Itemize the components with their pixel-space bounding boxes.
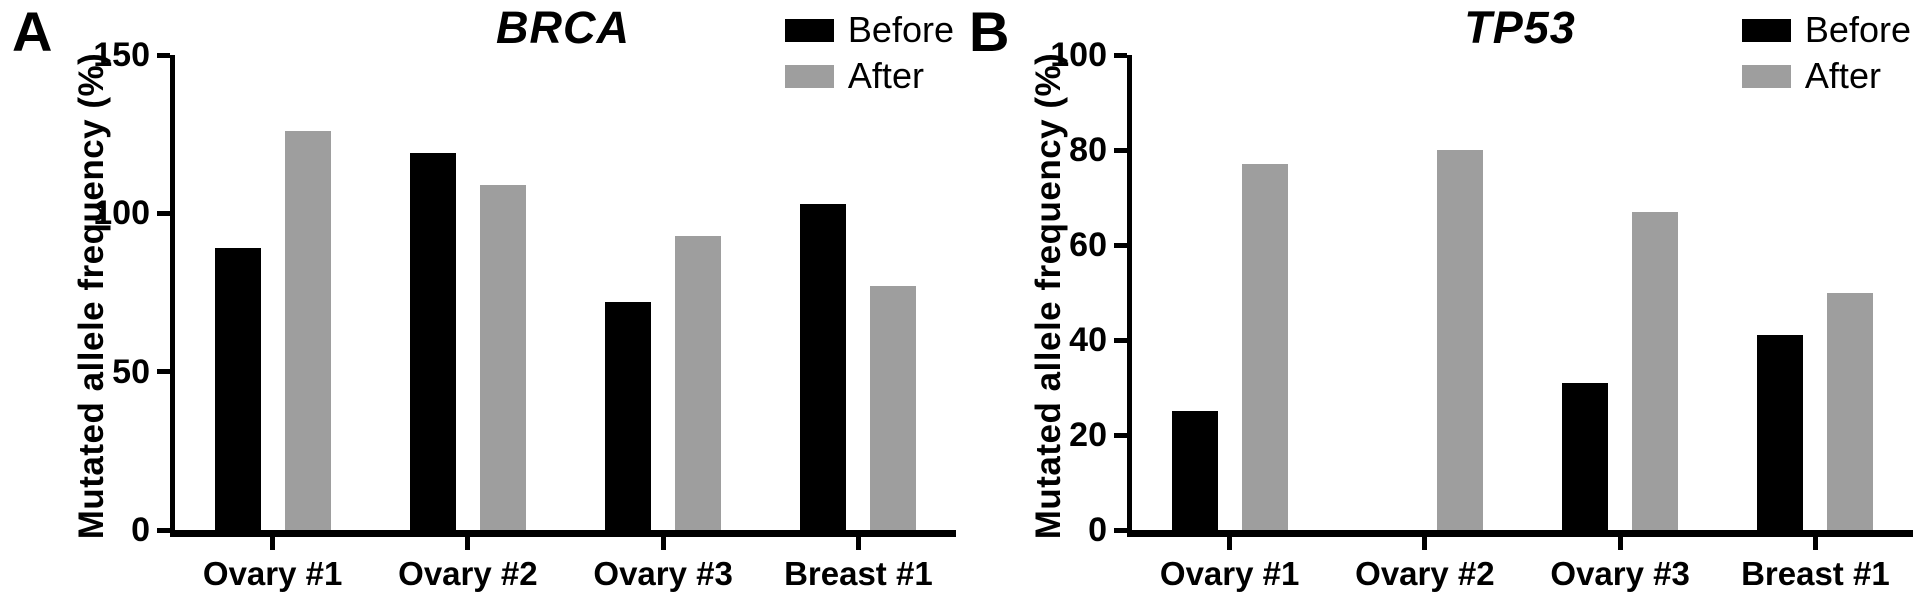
panel-a: A Mutated allele frequency (%) BRCA Befo… [0,0,956,614]
x-axis-category-label-ovary-3: Ovary #3 [593,555,733,592]
chart-title-tp53: TP53 [1464,2,1576,53]
chart-title-brca: BRCA [496,2,630,53]
bar-before-ovary-2 [409,153,456,530]
legend-swatch-before [784,18,834,42]
legend: Before After [1741,9,1911,96]
x-axis-category-label-ovary-1: Ovary #1 [202,555,343,592]
x-axis-category-label-breast-1: Breast #1 [1741,555,1890,592]
legend-label-after: After [847,55,924,96]
panel-b: B Mutated allele frequency (%) TP53 Befo… [957,0,1913,614]
x-axis-category-label-breast-1: Breast #1 [784,555,933,592]
x-axis-tick [270,530,276,550]
y-axis-tick-label: 40 [1069,321,1107,359]
y-axis-tick [1114,527,1127,533]
y-axis-tick-label: 150 [93,36,150,74]
y-axis-tick [157,52,170,58]
bar-after-ovary-3 [675,235,722,530]
x-axis-category-label-ovary-3: Ovary #3 [1550,555,1690,592]
bar-after-ovary-3 [1632,211,1679,530]
x-axis-tick [660,530,666,550]
bar-before-breast-1 [1757,335,1804,530]
legend-item-before: Before [1741,9,1911,50]
legend-label-after: After [1804,55,1881,96]
legend-item-before: Before [784,9,954,50]
y-axis-tick [1114,242,1127,248]
legend: Before After [784,9,954,96]
x-axis-tick [1812,530,1818,550]
y-axis-tick-label: 20 [1069,416,1107,454]
legend-swatch-after [1741,64,1791,88]
legend-swatch-after [784,64,834,88]
y-axis-tick-label: 100 [93,194,150,233]
x-axis-tick [1227,530,1233,550]
panel-letter-a: A [12,0,53,63]
y-axis-tick [157,527,170,533]
legend-swatch-before [1741,18,1791,42]
bar-after-breast-1 [1827,292,1874,530]
y-axis-tick-label: 80 [1069,131,1107,169]
y-axis-label: Mutated allele frequency (%) [72,52,111,540]
bar-before-breast-1 [800,203,847,530]
y-axis-tick-label: 0 [131,511,150,549]
y-axis-tick [1114,432,1127,438]
legend-label-before: Before [1804,9,1911,50]
x-axis-category-label-ovary-1: Ovary #1 [1159,555,1300,592]
y-axis-tick [1114,52,1127,58]
bar-after-ovary-1 [1241,164,1288,530]
plot-area-tp53: 0 20 40 60 80 100 Ovary #1 Ovary #2 Ovary #3 Brea… [1050,36,1913,592]
plot-area-brca: 0 50 100 150 Ovary #1 Ovary #2 Ovary #3 Breast … [93,36,956,592]
bar-before-ovary-3 [1562,382,1609,530]
x-axis-tick [855,530,861,550]
x-axis-tick [1617,530,1623,550]
bar-before-ovary-1 [214,248,261,530]
bar-after-breast-1 [870,286,917,530]
bar-before-ovary-3 [605,302,652,530]
legend-item-after: After [1741,55,1911,96]
y-axis-tick [1114,147,1127,153]
bar-after-ovary-1 [284,131,331,530]
y-axis-tick-label: 50 [112,352,150,391]
x-axis-category-label-ovary-2: Ovary #2 [1355,555,1495,592]
y-axis-tick-label: 0 [1088,511,1107,549]
panel-letter-b: B [969,0,1010,63]
y-axis-tick [157,369,170,375]
x-axis-tick [1422,530,1428,550]
x-axis-tick [465,530,471,550]
y-axis-tick [157,210,170,216]
legend-label-before: Before [847,9,954,50]
y-axis-tick [1114,337,1127,343]
y-axis-tick-label: 100 [1050,36,1107,74]
y-axis-label: Mutated allele frequency (%) [1029,52,1068,540]
legend-item-after: After [784,55,954,96]
y-axis-tick-label: 60 [1069,226,1107,264]
bar-after-ovary-2 [1436,150,1483,530]
bar-before-ovary-1 [1171,411,1218,530]
bar-after-ovary-2 [479,184,526,530]
x-axis-category-label-ovary-2: Ovary #2 [398,555,538,592]
